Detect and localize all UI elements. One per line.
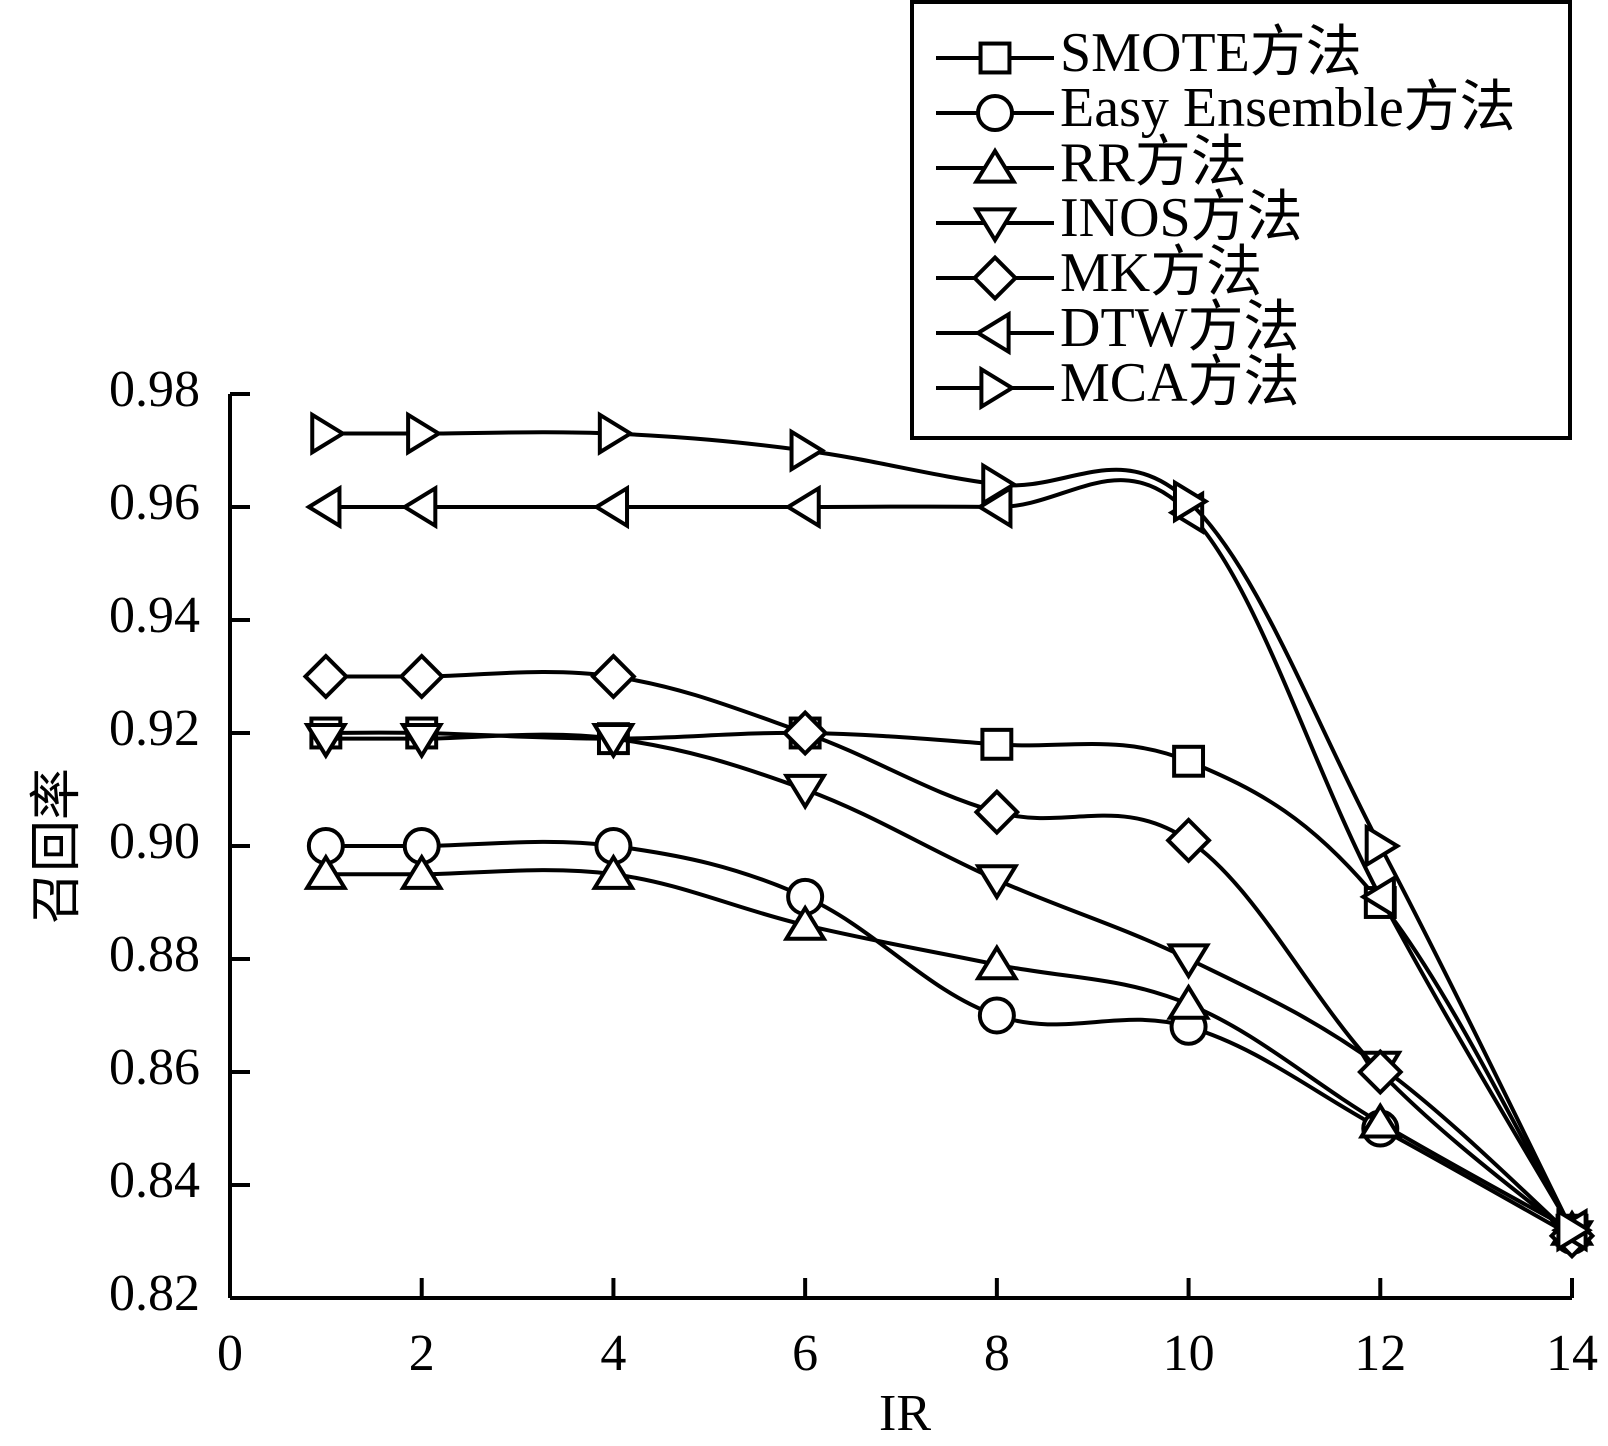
- data-point: [1165, 817, 1212, 864]
- legend-entry: INOS方法: [936, 187, 1303, 249]
- x-tick-label: 0: [217, 1325, 243, 1382]
- legend-box: [910, 0, 1572, 440]
- legend-swatch-marker: [974, 310, 1011, 356]
- series-line: [325, 730, 1574, 1232]
- y-ticks: 0.82 0.84 0.86 0.88 0.90 0.92 0.94 0.96 0.98: [109, 361, 250, 1322]
- data-point: [973, 788, 1021, 836]
- y-tick-label: 0.96: [109, 474, 200, 531]
- data-point: [1364, 823, 1402, 869]
- data-point: [784, 484, 821, 530]
- x-tick-label: 10: [1163, 1325, 1215, 1382]
- legend-label: Easy Ensemble方法: [1060, 77, 1516, 139]
- plot-series: [302, 411, 1596, 1260]
- data-point: [974, 943, 1020, 981]
- legend-label: INOS方法: [1060, 187, 1303, 249]
- y-tick-label: 0.98: [109, 361, 200, 418]
- data-point: [399, 723, 444, 760]
- legend-entry: RR方法: [936, 132, 1247, 194]
- data-point: [303, 853, 349, 890]
- series-diamond: [302, 653, 1596, 1260]
- legend-entry: DTW方法: [936, 297, 1300, 359]
- data-point: [400, 484, 438, 530]
- y-axis-title: 召回率: [29, 768, 86, 924]
- data-point: [1556, 1207, 1593, 1253]
- legend-entry: MCA方法: [936, 352, 1300, 414]
- series-triangle-up: [303, 853, 1595, 1246]
- data-point: [789, 428, 826, 473]
- data-point: [597, 411, 635, 456]
- legend-label: SMOTE方法: [1060, 22, 1362, 84]
- data-point: [590, 653, 637, 700]
- legend-swatch-marker: [979, 365, 1016, 411]
- legend-swatch-marker: [972, 147, 1018, 184]
- data-point: [302, 653, 350, 700]
- x-tick-label: 14: [1546, 1325, 1598, 1382]
- series-circle: [306, 827, 1591, 1255]
- y-tick-label: 0.92: [109, 700, 200, 757]
- data-point: [310, 411, 347, 456]
- series-line: [325, 732, 1574, 1238]
- y-tick-label: 0.86: [109, 1039, 200, 1096]
- data-point: [591, 723, 636, 760]
- data-point: [1166, 943, 1211, 980]
- data-point: [980, 727, 1014, 761]
- series-triangle-left: [305, 478, 1588, 1253]
- legend-swatch-marker: [978, 41, 1012, 75]
- data-point: [305, 484, 342, 530]
- data-point: [406, 411, 443, 456]
- data-point: [974, 864, 1020, 901]
- legend-entry: MK方法: [936, 242, 1262, 304]
- data-point: [591, 853, 636, 890]
- legend-label: RR方法: [1060, 132, 1247, 194]
- y-tick-label: 0.88: [109, 926, 200, 983]
- data-point: [398, 653, 445, 700]
- data-point: [303, 723, 349, 760]
- data-point: [1172, 479, 1210, 524]
- x-tick-label: 6: [792, 1325, 818, 1382]
- legend-swatch-marker: [972, 207, 1018, 244]
- series-triangle-right: [310, 411, 1593, 1253]
- x-tick-label: 8: [984, 1325, 1010, 1382]
- data-point: [977, 996, 1016, 1035]
- data-point: [782, 904, 828, 941]
- data-point: [782, 773, 828, 811]
- y-tick-label: 0.90: [109, 813, 200, 870]
- y-tick-label: 0.94: [109, 587, 200, 644]
- data-point: [1357, 1048, 1404, 1096]
- data-point: [1358, 1102, 1403, 1139]
- data-point: [981, 462, 1018, 507]
- legend-entry: SMOTE方法: [936, 22, 1362, 84]
- series-triangle-down: [303, 723, 1595, 1257]
- legend-label: MK方法: [1060, 242, 1262, 304]
- legend-swatch-marker: [971, 254, 1019, 302]
- data-point: [1359, 874, 1396, 920]
- series-line: [325, 868, 1573, 1232]
- data-point: [1166, 983, 1211, 1020]
- x-tick-label: 4: [600, 1325, 626, 1382]
- x-tick-label: 12: [1354, 1325, 1406, 1382]
- y-tick-label: 0.82: [109, 1265, 200, 1322]
- legend-label: MCA方法: [1060, 352, 1300, 414]
- data-point: [1172, 744, 1206, 778]
- data-point: [592, 484, 630, 530]
- x-ticks: 0 2 4 6 8 10 12 14: [217, 1278, 1598, 1382]
- y-tick-label: 0.84: [109, 1152, 200, 1209]
- data-point: [399, 853, 444, 890]
- legend-swatch-marker: [976, 94, 1014, 132]
- data-point: [781, 709, 829, 757]
- legend-entry: Easy Ensemble方法: [936, 77, 1516, 139]
- x-axis-title: IR: [879, 1385, 931, 1442]
- x-tick-label: 2: [409, 1325, 435, 1382]
- legend-label: DTW方法: [1060, 297, 1300, 359]
